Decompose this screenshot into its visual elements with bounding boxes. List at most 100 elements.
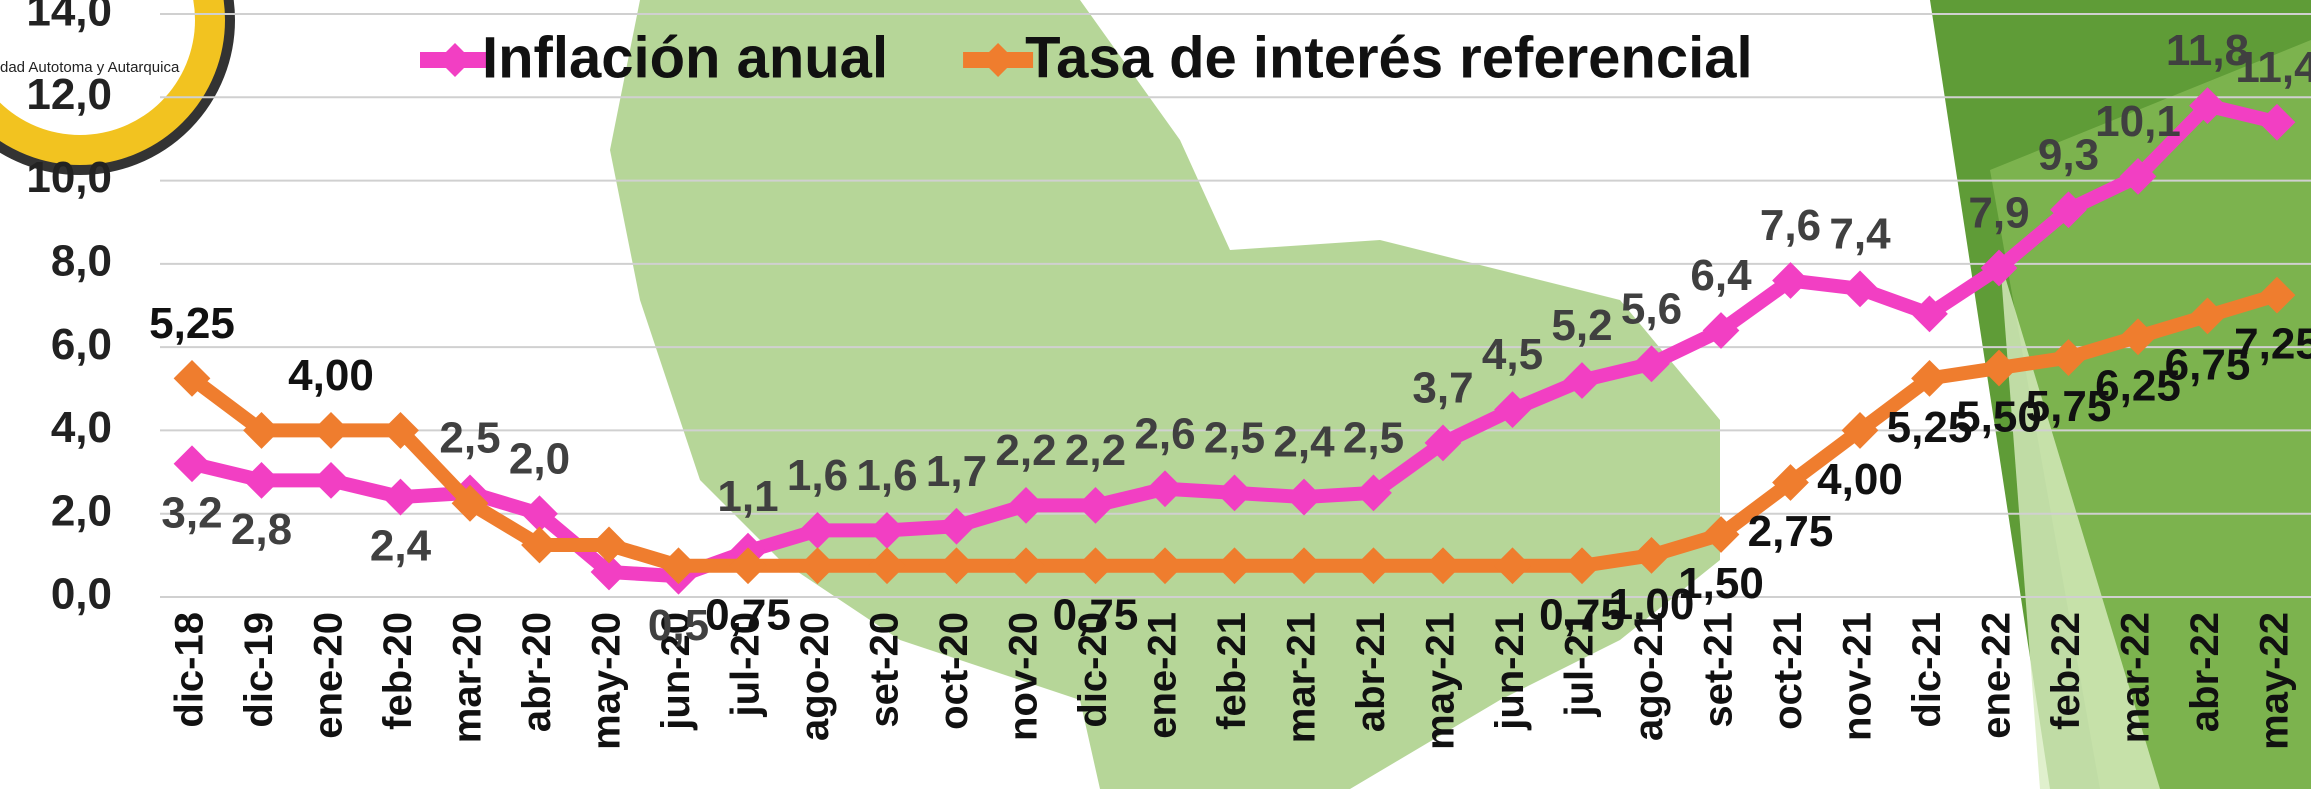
point-marker bbox=[2050, 339, 2087, 376]
data-label: 1,50 bbox=[1678, 559, 1764, 608]
x-tick-label: ene-22 bbox=[1975, 612, 2019, 739]
point-marker bbox=[799, 511, 836, 549]
point-marker bbox=[1285, 478, 1323, 516]
x-tick-label: oct-20 bbox=[932, 612, 976, 730]
data-label: 2,4 bbox=[370, 522, 432, 571]
point-marker bbox=[1841, 412, 1879, 449]
x-tick-label: jun-20 bbox=[654, 612, 698, 731]
data-label: 5,75 bbox=[2026, 382, 2112, 431]
legend-label: Tasa de interés referencial bbox=[1025, 25, 1753, 90]
logo-inner bbox=[0, 0, 195, 135]
point-marker bbox=[1285, 547, 1323, 585]
data-label: 7,6 bbox=[1760, 201, 1821, 250]
point-marker bbox=[1494, 547, 1531, 585]
data-label: 7,25 bbox=[2234, 320, 2311, 369]
point-marker bbox=[312, 462, 350, 499]
data-label: 2,5 bbox=[1343, 414, 1404, 463]
decor-triangle bbox=[2000, 260, 2160, 789]
data-label: 5,25 bbox=[149, 299, 235, 348]
point-marker bbox=[382, 478, 419, 516]
point-marker bbox=[1355, 474, 1392, 512]
point-marker bbox=[2119, 318, 2157, 356]
y-tick-label: 2,0 bbox=[51, 486, 112, 535]
point-marker bbox=[1077, 487, 1114, 524]
x-tick-label: abr-20 bbox=[515, 612, 559, 732]
point-marker bbox=[1494, 391, 1531, 428]
x-tick-label: jul-20 bbox=[724, 612, 768, 717]
data-label: 6,75 bbox=[2165, 341, 2251, 390]
x-tick-label: abr-21 bbox=[1349, 612, 1393, 732]
x-tick-label: mar-20 bbox=[446, 612, 490, 743]
point-marker bbox=[590, 553, 628, 591]
y-tick-label: 10,0 bbox=[26, 153, 112, 202]
point-marker bbox=[1911, 359, 1948, 397]
y-tick-label: 14,0 bbox=[26, 0, 112, 36]
point-marker bbox=[1563, 362, 1601, 399]
data-label: 2,4 bbox=[1273, 418, 1335, 467]
data-label: 2,2 bbox=[995, 426, 1056, 475]
point-marker bbox=[173, 445, 211, 483]
x-tick-label: dic-20 bbox=[1071, 612, 1115, 728]
point-marker bbox=[1980, 249, 2018, 287]
point-marker bbox=[660, 547, 697, 585]
data-label: 9,3 bbox=[2038, 130, 2099, 179]
data-label: 0,5 bbox=[648, 601, 709, 650]
data-label: 4,00 bbox=[288, 351, 374, 400]
data-label: 4,00 bbox=[1817, 455, 1903, 504]
point-marker bbox=[590, 526, 628, 564]
legend-label: Inflación anual bbox=[482, 25, 888, 90]
point-marker bbox=[2258, 103, 2296, 141]
point-marker bbox=[1633, 345, 1670, 383]
x-tick-label: dic-18 bbox=[168, 612, 212, 728]
x-tick-label: dic-19 bbox=[237, 612, 281, 728]
point-marker bbox=[1772, 464, 1809, 501]
point-marker bbox=[1841, 270, 1879, 308]
y-tick-label: 12,0 bbox=[26, 70, 112, 119]
point-marker bbox=[938, 507, 975, 545]
data-label: 6,4 bbox=[1690, 251, 1752, 300]
point-marker bbox=[938, 547, 975, 585]
data-label: 1,6 bbox=[856, 451, 917, 500]
point-marker bbox=[382, 412, 419, 449]
point-marker bbox=[729, 547, 767, 585]
point-marker bbox=[1424, 424, 1462, 462]
point-marker bbox=[312, 412, 350, 449]
x-tick-label: ago-20 bbox=[793, 612, 837, 741]
map-shape bbox=[610, 0, 1720, 789]
point-marker bbox=[1077, 547, 1114, 585]
data-label: 2,8 bbox=[231, 505, 292, 554]
point-marker bbox=[868, 547, 906, 585]
x-tick-label: set-21 bbox=[1697, 612, 1741, 728]
x-tick-label: nov-20 bbox=[1002, 612, 1046, 741]
data-label: 5,2 bbox=[1551, 301, 1612, 350]
point-marker bbox=[1146, 547, 1184, 585]
data-label: 11,4 bbox=[2235, 43, 2311, 92]
data-label: 0,75 bbox=[1053, 590, 1139, 639]
x-tick-label: jun-21 bbox=[1488, 612, 1532, 731]
x-tick-label: oct-21 bbox=[1766, 612, 1810, 730]
data-label: 5,25 bbox=[1887, 403, 1973, 452]
data-label: 1,7 bbox=[926, 447, 987, 496]
data-label: 2,0 bbox=[509, 434, 570, 483]
data-label: 5,50 bbox=[1956, 393, 2042, 442]
y-tick-label: 6,0 bbox=[51, 320, 112, 369]
x-tick-label: ene-21 bbox=[1141, 612, 1185, 739]
x-tick-label: abr-22 bbox=[2183, 612, 2227, 732]
point-marker bbox=[451, 484, 489, 522]
x-tick-label: mar-22 bbox=[2114, 612, 2158, 743]
x-tick-label: jul-21 bbox=[1558, 612, 1602, 717]
point-marker bbox=[2119, 158, 2157, 195]
x-tick-label: may-22 bbox=[2253, 612, 2297, 750]
data-label: 0,75 bbox=[1539, 590, 1625, 639]
data-label: 1,1 bbox=[717, 472, 778, 521]
data-label: 2,2 bbox=[1065, 426, 1126, 475]
data-label: 3,2 bbox=[161, 488, 222, 537]
point-marker bbox=[173, 359, 211, 397]
x-tick-label: feb-22 bbox=[2044, 612, 2088, 730]
point-marker bbox=[1702, 516, 1740, 553]
x-tick-label: ago-21 bbox=[1627, 612, 1671, 741]
x-tick-label: may-21 bbox=[1419, 612, 1463, 750]
data-label: 10,1 bbox=[2095, 97, 2181, 146]
point-marker bbox=[2258, 276, 2296, 314]
